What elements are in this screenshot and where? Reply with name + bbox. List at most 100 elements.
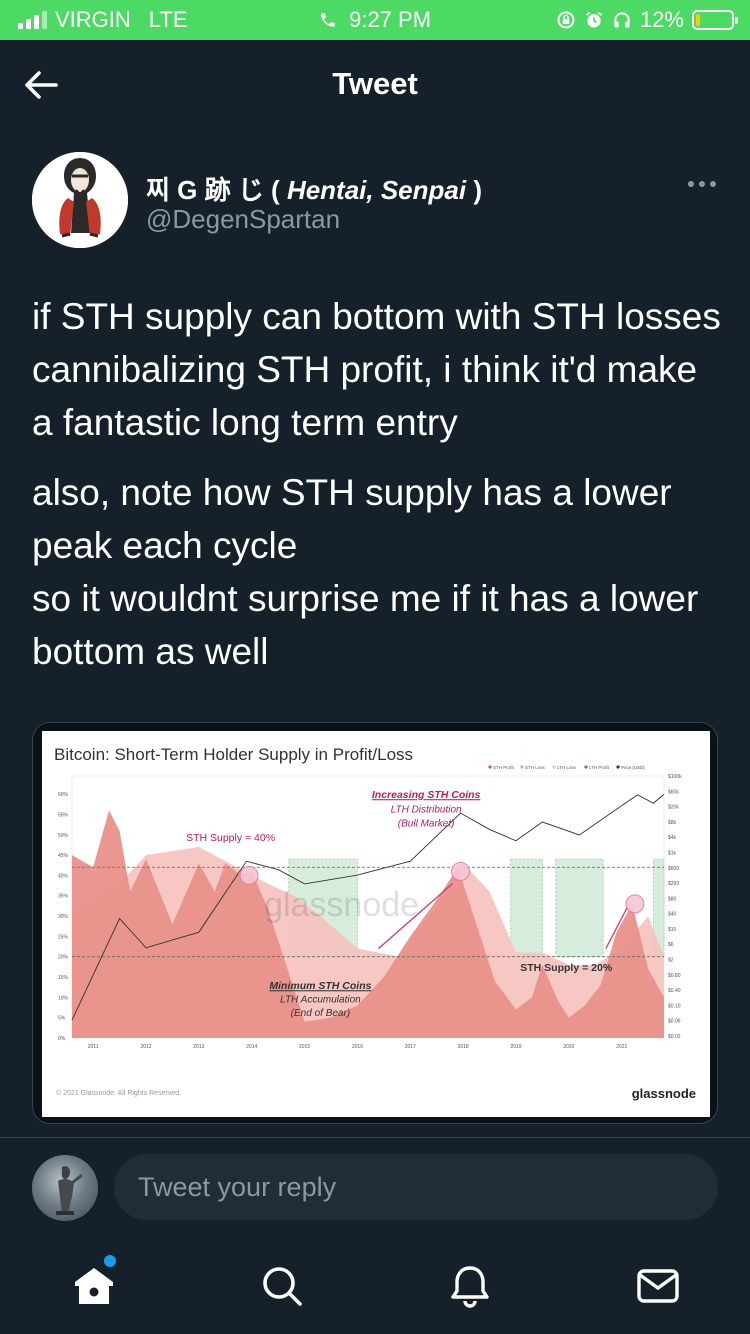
y-axis-tick-right: $0.80 <box>668 973 681 979</box>
tweet-text-line: also, note how STH supply has a lower pe… <box>32 472 672 566</box>
x-axis-tick: 2020 <box>563 1044 574 1050</box>
annotation-lth-accumulation: LTH Accumulation <box>280 995 361 1006</box>
status-bar: VIRGIN LTE 9:27 PM 12% <box>0 0 750 40</box>
alarm-icon <box>585 11 603 28</box>
x-axis-tick: 2021 <box>616 1044 627 1050</box>
y-axis-tick-right: $0.02 <box>668 1034 681 1040</box>
y-axis-tick-right: $1k <box>668 850 677 856</box>
reply-input[interactable]: Tweet your reply <box>114 1154 718 1220</box>
y-axis-tick-left: 50% <box>58 833 69 839</box>
y-axis-tick-right: $6 <box>668 942 674 948</box>
nav-home[interactable] <box>70 1262 118 1310</box>
back-button[interactable] <box>20 64 62 106</box>
author-handle[interactable]: @DegenSpartan <box>146 204 341 234</box>
nav-search[interactable] <box>258 1262 306 1310</box>
annotation-lth-distribution: LTH Distribution <box>391 804 462 815</box>
spartan-avatar-illustration <box>32 152 128 248</box>
chart-title: Bitcoin: Short-Term Holder Supply in Pro… <box>54 745 414 764</box>
carrier-name: VIRGIN <box>55 7 131 32</box>
chart-brand-logo: glassnode <box>631 1086 696 1101</box>
arrow-left-icon <box>25 71 58 99</box>
author-display-name[interactable]: 찌 G 跡 じ ( Hentai, Senpai ) <box>146 170 482 207</box>
y-axis-tick-left: 15% <box>58 975 69 981</box>
x-axis-tick: 2013 <box>193 1044 204 1050</box>
trend-arrow <box>378 883 454 950</box>
author-name-suffix: ) <box>473 175 482 205</box>
accumulation-zone <box>510 858 543 958</box>
home-notification-dot <box>104 1255 116 1267</box>
peak-marker <box>451 861 470 881</box>
y-axis-tick-left: 35% <box>58 894 69 900</box>
top-bar: Tweet <box>0 40 750 128</box>
y-axis-tick-right: $80 <box>668 896 677 902</box>
more-icon-dot <box>710 181 716 187</box>
current-user-avatar[interactable] <box>32 1155 98 1221</box>
status-time-group: 9:27 PM <box>0 7 750 33</box>
more-options-button[interactable] <box>684 172 720 196</box>
legend-label: STH Loss <box>525 765 546 770</box>
statue-avatar-illustration <box>56 1166 83 1215</box>
y-axis-tick-left: 45% <box>58 853 69 859</box>
search-icon <box>263 1267 302 1306</box>
nav-notifications[interactable] <box>446 1262 494 1310</box>
home-icon <box>75 1268 113 1304</box>
y-axis-tick-right: $4k <box>668 835 677 841</box>
x-axis-tick: 2011 <box>88 1044 99 1050</box>
author-name-prefix: 찌 G 跡 じ ( <box>146 175 280 205</box>
y-axis-tick-left: 55% <box>58 812 69 818</box>
x-axis-tick: 2014 <box>246 1044 257 1050</box>
author-avatar[interactable] <box>32 152 128 248</box>
bell-icon <box>451 1266 489 1308</box>
nav-messages[interactable] <box>634 1262 682 1310</box>
signal-icon <box>18 11 47 29</box>
peak-marker <box>625 894 645 914</box>
annotation-bull-market: (Bull Market) <box>398 819 455 830</box>
tweet-media-image[interactable]: Bitcoin: Short-Term Holder Supply in Pro… <box>32 722 718 1124</box>
chart-copyright: © 2021 Glassnode. All Rights Reserved. <box>56 1090 182 1097</box>
y-axis-tick-right: $8k <box>668 820 677 826</box>
status-time: 9:27 PM <box>349 7 432 32</box>
more-icon-dot <box>688 181 694 187</box>
x-axis-tick: 2012 <box>140 1044 151 1050</box>
y-axis-tick-left: 10% <box>58 995 69 1001</box>
legend-marker <box>616 765 620 769</box>
x-axis-tick: 2019 <box>510 1044 521 1050</box>
accumulation-zone <box>555 858 604 958</box>
y-axis-tick-left: 40% <box>58 873 69 879</box>
network-type: LTE <box>148 7 188 32</box>
tweet-text-line: so it wouldnt surprise me if it has a lo… <box>32 578 699 672</box>
phone-icon <box>321 13 335 27</box>
y-axis-tick-right: $0.40 <box>668 988 681 994</box>
y-axis-tick-left: 30% <box>58 914 69 920</box>
annotation-sth40: STH Supply = 40% <box>186 832 275 844</box>
page-title: Tweet <box>332 66 418 101</box>
y-axis-tick-left: 25% <box>58 934 69 940</box>
legend-marker <box>520 765 524 769</box>
more-icon-dot <box>699 181 705 187</box>
y-axis-tick-right: $20k <box>668 805 679 811</box>
y-axis-tick-right: $10 <box>668 927 677 933</box>
y-axis-tick-right: $40 <box>668 912 677 918</box>
legend-marker <box>584 765 588 769</box>
price-line <box>71 793 665 1021</box>
legend-label: LTH Profit <box>589 765 610 770</box>
rotation-lock-icon <box>557 11 575 29</box>
sth-profit-area <box>72 810 664 1038</box>
carrier-info: VIRGIN LTE <box>18 7 188 33</box>
y-axis-tick-right: $0.06 <box>668 1019 681 1025</box>
x-axis-tick: 2015 <box>299 1044 310 1050</box>
y-axis-tick-right: $0.10 <box>668 1003 681 1009</box>
y-axis-tick-left: 20% <box>58 955 69 961</box>
chart-watermark: glassnode <box>264 886 419 924</box>
bottom-nav <box>0 1250 750 1334</box>
headphones-icon <box>614 12 630 28</box>
y-axis-tick-left: 0% <box>58 1036 66 1042</box>
peak-marker <box>239 865 259 885</box>
tweet-text-paragraph: if STH supply can bottom with STH losses… <box>32 296 721 443</box>
battery-icon <box>692 10 738 30</box>
legend-marker <box>552 765 556 769</box>
author-name-italic: Hentai, Senpai <box>286 175 467 205</box>
x-axis-tick: 2016 <box>352 1044 363 1050</box>
annotation-minimum: Minimum STH Coins <box>269 980 371 992</box>
divider <box>0 1137 750 1138</box>
